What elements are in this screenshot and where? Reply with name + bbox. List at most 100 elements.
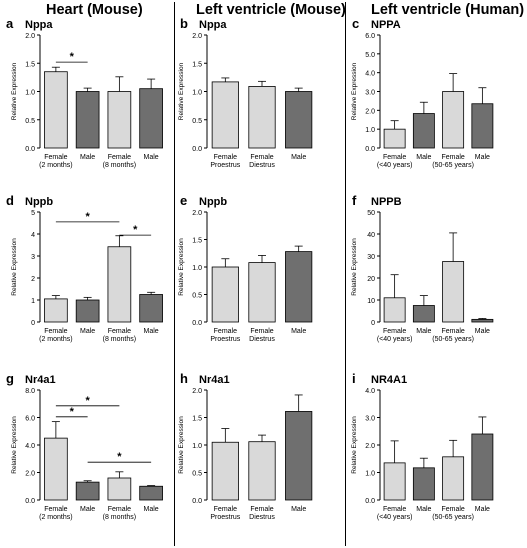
x-tick-label: Female: [441, 328, 464, 335]
x-tick-label: (50-65 years): [432, 336, 474, 343]
y-tick-label: 0.0: [25, 498, 35, 505]
y-tick-label: 2.0: [192, 33, 202, 40]
bar: [75, 91, 100, 149]
panel-letter: c: [352, 16, 359, 31]
bar: [471, 433, 494, 501]
panel-letter: g: [6, 371, 14, 386]
y-tick-label: 10: [367, 298, 375, 305]
bar: [285, 251, 313, 323]
x-tick-label: Female: [108, 506, 131, 513]
x-tick-label: Proestrus: [210, 514, 240, 521]
bar: [107, 477, 132, 501]
panel-letter: d: [6, 193, 14, 208]
y-tick-label: 5.0: [365, 52, 375, 59]
x-tick-label: Male: [80, 328, 95, 335]
panel-letter: f: [352, 193, 357, 208]
y-tick-label: 5: [31, 210, 35, 217]
y-axis-label: Relative Expression: [178, 416, 185, 474]
panel-letter: b: [180, 16, 188, 31]
bar: [285, 411, 313, 501]
panel-a: a Nppa 0.0 0.5 1.0 1.5 2.0 Relative Expression F…: [6, 16, 163, 169]
bar: [139, 294, 163, 323]
x-tick-label: Male: [475, 154, 490, 161]
panel-h: h Nr4a1 0.0 0.5 1.0 1.5 2.0 Relative Expression…: [178, 371, 313, 521]
bar: [471, 318, 494, 323]
bar: [248, 441, 276, 501]
panel-e: e Nppb 0.0 0.5 1.0 1.5 2.0 Relative Expression F…: [178, 193, 313, 343]
panel-i: i NR4A1 0.0 1.0 2.0 3.0 4.0 Relative Expression…: [351, 371, 494, 521]
bar: [44, 437, 68, 501]
x-tick-label: (50-65 years): [432, 162, 474, 169]
y-tick-label: 3.0: [365, 90, 375, 97]
y-tick-label: 6.0: [25, 416, 35, 423]
bar: [412, 113, 435, 149]
bar: [442, 456, 465, 501]
y-tick-label: 1: [31, 298, 35, 305]
y-tick-label: 4.0: [365, 388, 375, 395]
bar: [383, 462, 406, 501]
y-tick-label: 0.5: [25, 118, 35, 125]
y-axis-label: Relative Expression: [11, 62, 18, 120]
y-tick-label: 0.0: [192, 146, 202, 153]
x-tick-label: Female: [108, 154, 131, 161]
bar: [211, 81, 239, 149]
y-tick-label: 0.0: [365, 498, 375, 505]
x-tick-label: Male: [291, 506, 306, 513]
x-tick-label: Female: [383, 506, 406, 513]
panel-title: NPPB: [371, 196, 402, 208]
y-tick-label: 1.5: [25, 61, 35, 68]
panel-title: Nr4a1: [25, 374, 56, 386]
bar: [248, 262, 276, 323]
bar: [383, 128, 406, 149]
y-tick-label: 4: [31, 232, 35, 239]
y-tick-label: 2.0: [192, 210, 202, 217]
column-title-heart-mouse: Heart (Mouse): [46, 2, 143, 18]
x-tick-label: Male: [80, 154, 95, 161]
y-tick-label: 1.5: [192, 61, 202, 68]
x-tick-label: Female: [214, 328, 237, 335]
y-axis-label: Relative Expression: [11, 238, 18, 296]
x-tick-label: Female: [441, 154, 464, 161]
y-tick-label: 2.0: [365, 108, 375, 115]
y-axis-label: Relative Expression: [178, 238, 185, 296]
x-tick-label: Diestrus: [249, 336, 275, 343]
x-tick-label: Male: [144, 506, 159, 513]
bar: [139, 485, 163, 501]
x-tick-label: Male: [291, 154, 306, 161]
x-tick-label: (8 months): [103, 162, 136, 169]
y-axis-label: Relative Expression: [11, 416, 18, 474]
x-tick-label: Female: [383, 154, 406, 161]
bar: [44, 71, 68, 149]
y-tick-label: 0.5: [192, 293, 202, 300]
bar: [75, 481, 100, 501]
y-tick-label: 50: [367, 210, 375, 217]
y-tick-label: 1.0: [365, 127, 375, 134]
y-tick-label: 0: [371, 320, 375, 327]
significance-label: *: [117, 451, 122, 463]
x-tick-label: Proestrus: [210, 336, 240, 343]
panel-letter: i: [352, 371, 356, 386]
y-tick-label: 0.0: [25, 146, 35, 153]
x-tick-label: Diestrus: [249, 514, 275, 521]
bar: [471, 103, 494, 149]
y-tick-label: 4.0: [365, 71, 375, 78]
significance-label: *: [70, 51, 75, 63]
significance-label: *: [133, 224, 138, 236]
panel-f: f NPPB 0 10 20 30 40 50 Relative Expression Femal…: [351, 193, 494, 343]
y-tick-label: 2.0: [192, 388, 202, 395]
bar: [211, 266, 239, 323]
x-tick-label: (50-65 years): [432, 514, 474, 521]
panel-title: Nppb: [199, 196, 227, 208]
y-tick-label: 1.0: [365, 471, 375, 478]
x-tick-label: Male: [416, 506, 431, 513]
y-tick-label: 1.5: [192, 238, 202, 245]
panel-title: Nppa: [199, 19, 227, 31]
panel-g: g Nr4a1 0.0 2.0 4.0 6.0 8.0 Relative Expression…: [6, 371, 163, 521]
x-tick-label: Male: [475, 506, 490, 513]
y-tick-label: 2: [31, 276, 35, 283]
x-tick-label: (<40 years): [377, 162, 413, 169]
bar: [412, 467, 435, 501]
